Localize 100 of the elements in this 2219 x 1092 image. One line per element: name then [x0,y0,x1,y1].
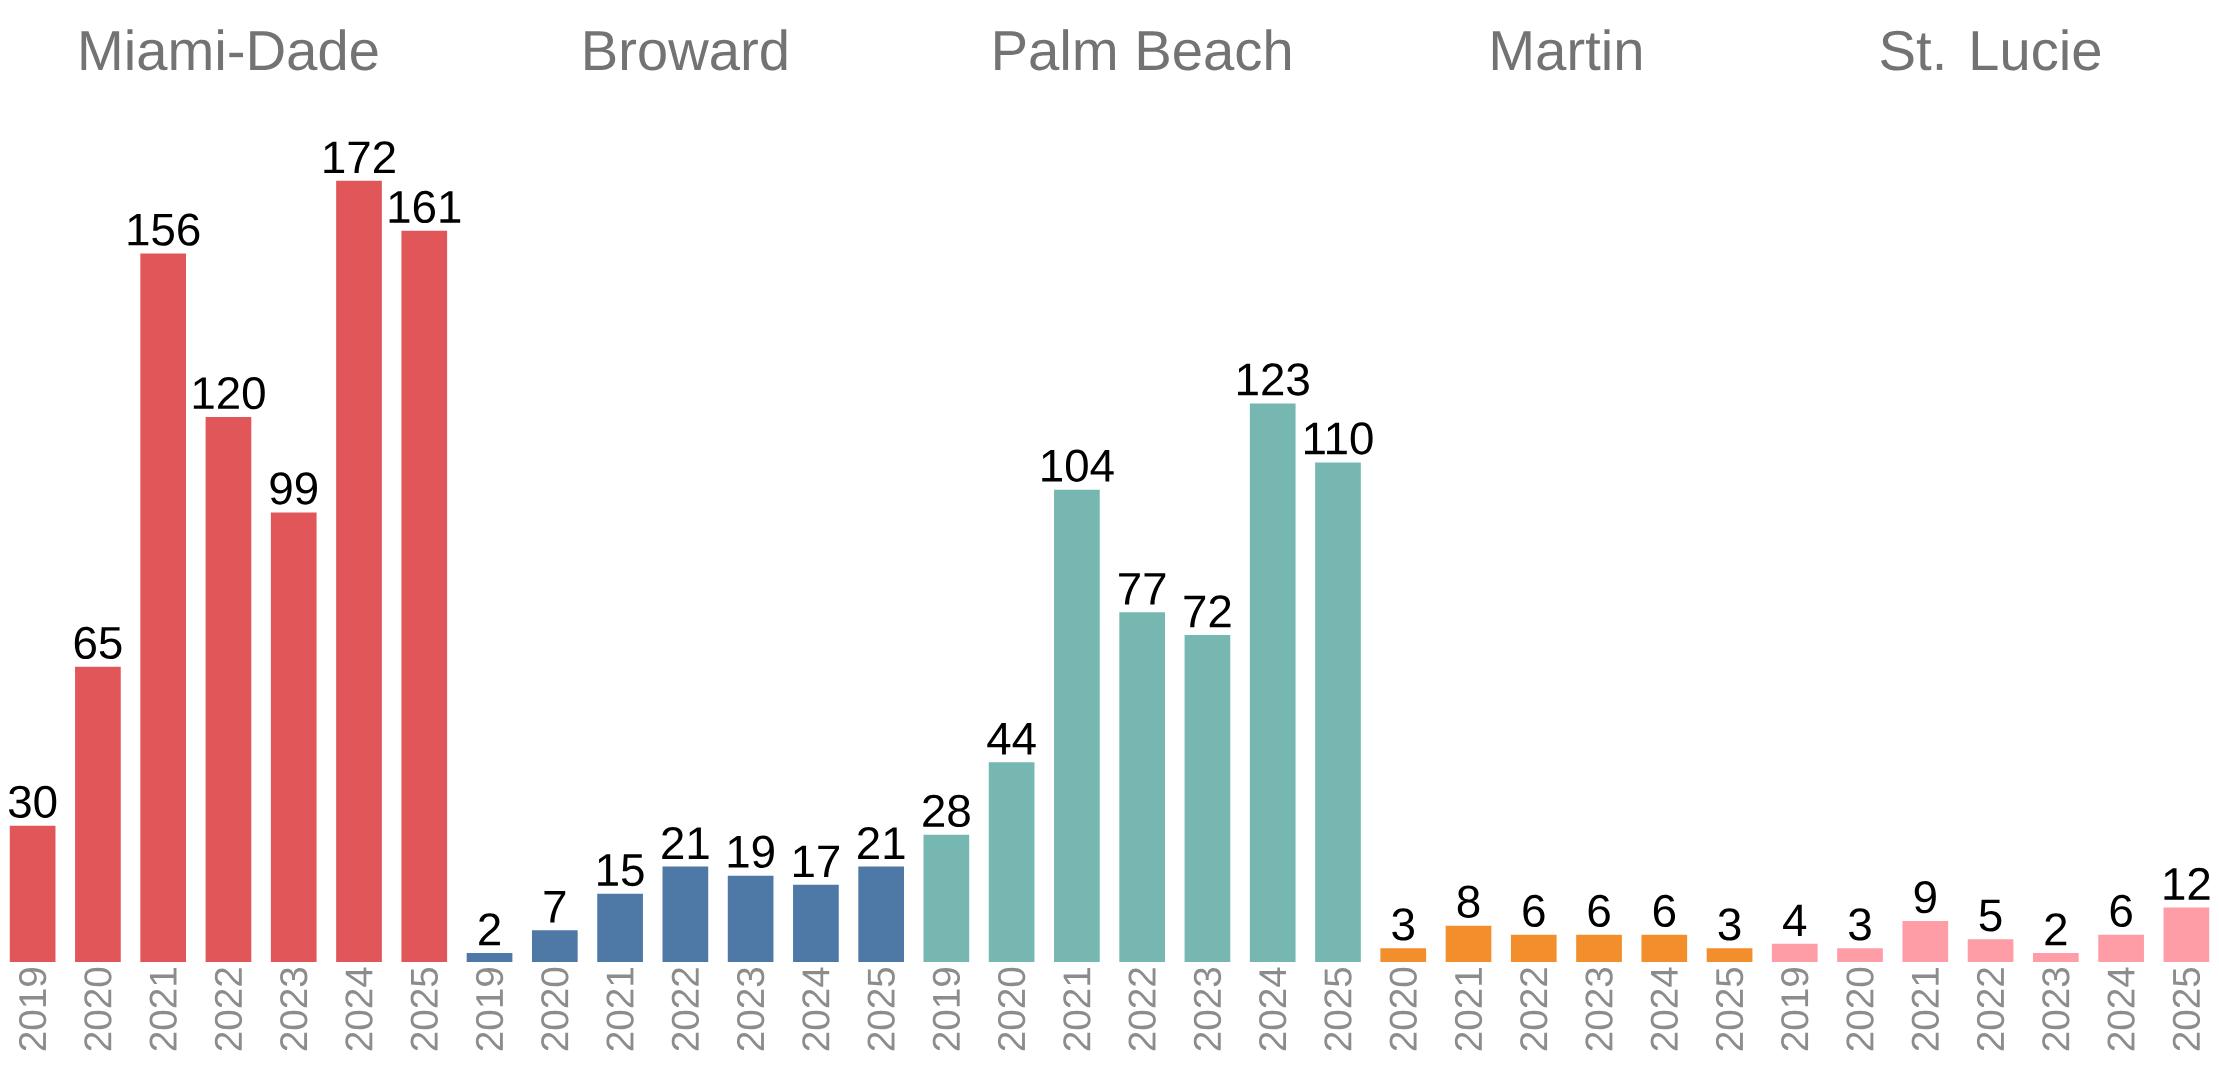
data-label: 123 [1238,363,1309,396]
data-label: 104 [1042,449,1114,482]
chart-title: Miami-Dade [81,29,378,71]
data-label: 3 [1392,908,1414,941]
data-label: 120 [193,376,265,410]
bar [336,180,382,962]
data-label: 6 [1523,894,1545,927]
data-label: 8 [1457,885,1480,918]
x-tick-label: 2019 [475,968,504,1051]
data-label: 15 [598,854,644,887]
x-tick-label: 2021 [1063,968,1091,1051]
data-label: 28 [923,794,970,828]
bar [1054,489,1100,962]
bar [1837,948,1883,962]
bar [2163,907,2210,962]
data-label: 2 [479,913,500,946]
data-label: 30 [8,785,57,818]
x-tick-label: 2020 [997,967,1026,1051]
data-label: 156 [128,213,200,246]
data-label: 12 [2164,867,2210,900]
data-label: 19 [728,835,774,868]
x-tick-label: 2021 [1911,968,1939,1051]
x-tick-label: 2023 [280,967,308,1051]
bar [1184,635,1231,962]
bar [923,834,970,962]
bar [270,512,317,962]
data-label: 21 [662,826,709,859]
data-label: 77 [1119,573,1166,605]
bar [1771,943,1818,962]
data-label: 21 [858,826,905,859]
bar [597,893,643,962]
x-tick-label: 2020 [541,967,569,1051]
bar [205,417,252,962]
data-label: 110 [1305,422,1373,455]
data-label: 6 [1653,894,1676,927]
bar [988,762,1035,962]
x-tick-label: 2019 [932,968,961,1051]
data-label: 6 [1588,894,1610,927]
data-label: 9 [1914,881,1936,914]
data-label: 72 [1184,595,1231,628]
bar [662,866,709,962]
x-tick-label: 2025 [1715,967,1744,1051]
bar [2098,934,2144,962]
x-tick-label: 2022 [1976,968,2005,1051]
bar [2032,952,2079,962]
data-label: 3 [1849,908,1871,941]
data-label: 3 [1718,908,1741,941]
chart-title: Palm Beach [995,29,1291,71]
bar [531,930,578,962]
bar [75,666,121,962]
x-tick-label: 2025 [2172,967,2201,1051]
data-label: 2 [2045,913,2067,946]
x-tick-label: 2022 [1520,968,1548,1051]
data-label: 44 [987,723,1036,755]
data-label: 4 [1783,904,1807,937]
bar [466,952,513,962]
x-tick-label: 2024 [802,967,830,1051]
data-label: 17 [793,845,839,878]
x-tick-label: 2022 [671,968,700,1051]
x-tick-label: 2025 [410,967,438,1051]
x-tick-label: 2022 [1128,968,1156,1051]
bar [1119,612,1166,962]
x-tick-label: 2019 [18,968,47,1051]
x-tick-label: 2023 [1193,967,1222,1051]
bar [1315,462,1361,962]
bar [401,230,448,962]
bar [858,866,905,962]
bar [9,825,56,962]
chart-title: Broward [585,29,787,71]
x-tick-label: 2025 [867,967,895,1051]
x-tick-label: 2024 [1259,967,1287,1051]
x-tick-label: 2021 [1454,968,1483,1051]
data-label: 99 [270,472,317,505]
x-tick-label: 2024 [345,967,373,1051]
data-label: 172 [324,141,395,174]
data-label: 65 [74,626,122,660]
x-tick-label: 2023 [736,967,765,1051]
x-tick-label: 2025 [1324,967,1352,1051]
bar [1249,403,1296,962]
data-label: 7 [544,891,566,923]
data-label: 5 [1979,899,2002,932]
x-tick-label: 2021 [606,968,634,1051]
x-tick-label: 2021 [149,968,177,1051]
x-tick-label: 2019 [1781,968,1809,1051]
bar [1967,939,2014,962]
data-label: 6 [2110,894,2132,927]
x-tick-label: 2023 [2042,967,2070,1051]
bar [1902,921,1949,962]
data-label: 161 [389,190,461,224]
chart-title: St. Lucie [1881,29,2101,71]
bar [793,884,839,962]
x-tick-label: 2020 [84,967,112,1051]
chart-title: Martin [1492,29,1641,71]
bar [727,875,774,962]
x-tick-label: 2022 [214,968,243,1051]
x-tick-label: 2024 [1650,967,1678,1051]
x-tick-label: 2023 [1585,967,1613,1051]
x-tick-label: 2020 [1389,967,1417,1051]
x-tick-label: 2020 [1846,967,1874,1051]
bar [140,253,187,962]
